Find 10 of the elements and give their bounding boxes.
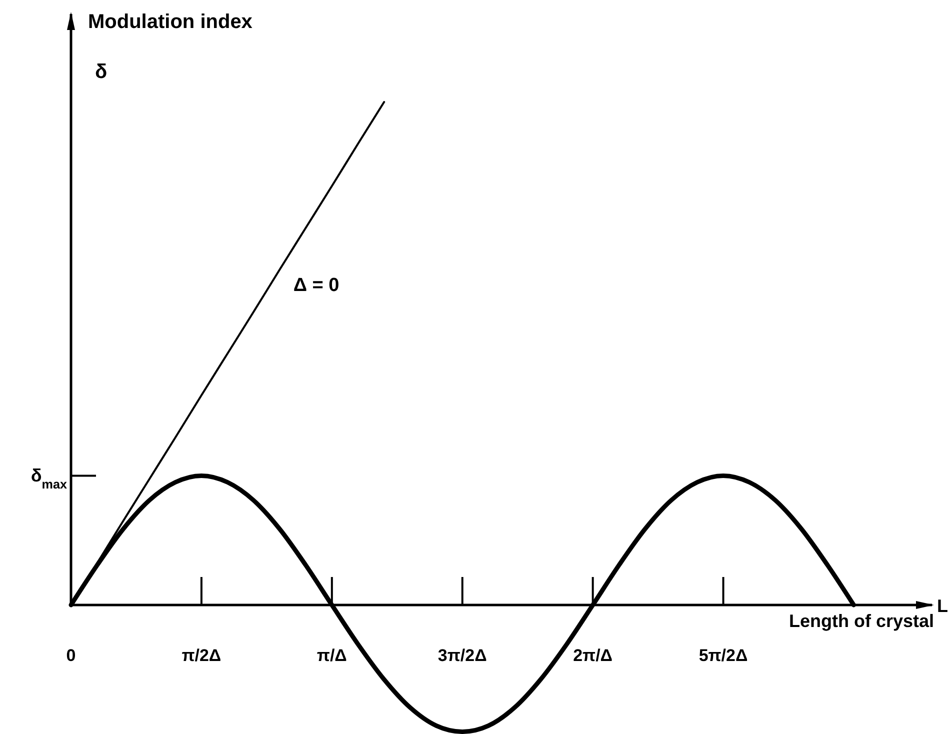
x-tick-label: π/Δ: [316, 646, 347, 665]
x-tick-label: 3π/2Δ: [438, 646, 487, 665]
series-label: Δ = 0: [293, 275, 340, 296]
text: δ$_{max}$: [30, 466, 67, 492]
x-tick-label: 5π/2Δ: [698, 646, 748, 665]
x-tick-label: 0: [66, 646, 76, 665]
x-axis-title: Length of crystal L: [788, 596, 948, 631]
text: Modulation index δ: [88, 11, 252, 83]
x-tick-label: π/2Δ: [182, 646, 222, 665]
x-tick-label: 2π/Δ: [573, 646, 613, 665]
